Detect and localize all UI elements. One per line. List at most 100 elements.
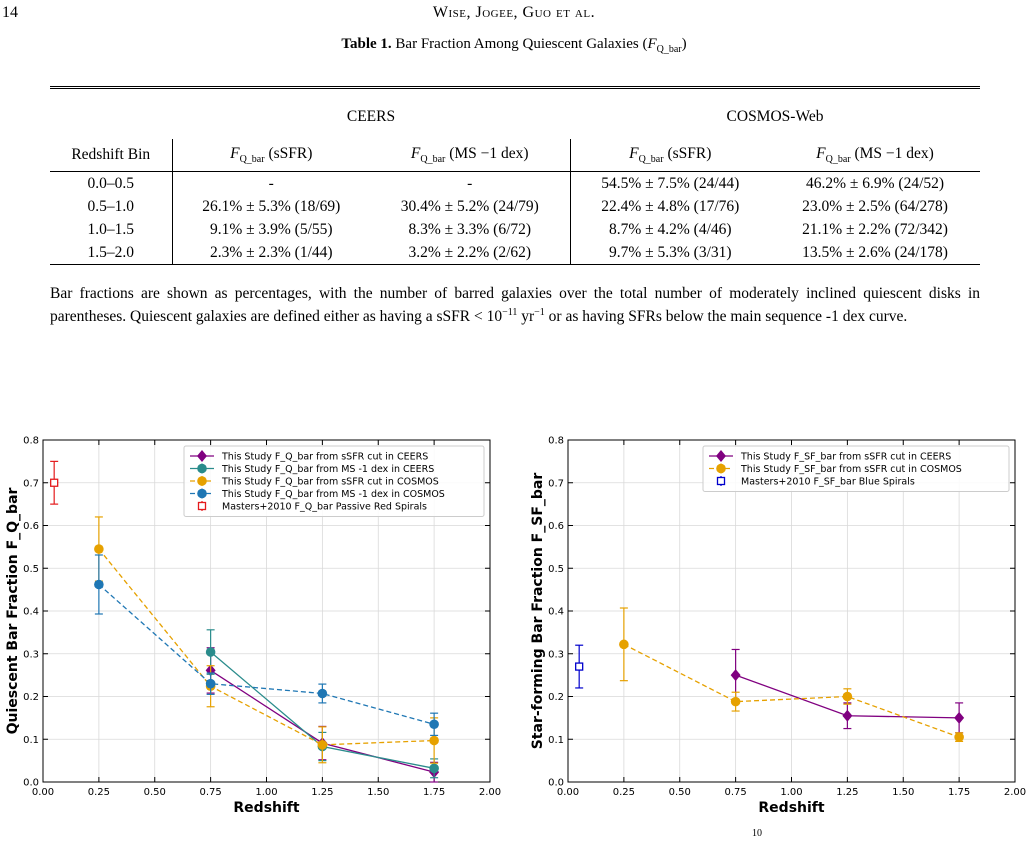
series-line [98,548,435,746]
group-row: CEERS COSMOS-Web [50,88,980,140]
x-axis-label: Redshift [233,800,299,816]
subscript: Q_bar [656,44,682,55]
y-tick-label: 0.5 [548,564,564,575]
y-tick-label: 0.6 [548,521,564,532]
note-text: Bar fractions are shown as percentages, … [50,285,980,326]
table-row: 1.0–1.5 9.1% ± 3.9% (5/55) 8.3% ± 3.3% (6/… [50,218,980,241]
subscript: Q_bar [825,154,851,166]
group-header: COSMOS-Web [726,108,824,125]
x-axis-label: Redshift [758,800,824,816]
x-tick-label: 0.25 [88,787,110,798]
table-cell: 54.5% ± 7.5% (24/44) [569,171,770,195]
table-label: Table 1. [341,36,392,52]
table-row: 1.5–2.0 2.3% ± 2.3% (1/44) 3.2% ± 2.2% (2/… [50,241,980,265]
marker [317,740,328,750]
table-note: Bar fractions are shown as percentages, … [50,284,980,326]
legend-label: Masters+2010 F_SF_bar Blue Spirals [741,477,915,488]
x-tick-label: 0.75 [199,787,221,798]
column-header: Redshift Bin [50,139,172,172]
marker [730,696,741,707]
marker [842,691,853,702]
y-tick-label: 0.2 [548,692,564,703]
marker [50,478,59,487]
footer-fragment: 10 [752,828,762,839]
y-tick-label: 0.0 [548,778,564,789]
y-tick-label: 0.8 [548,436,564,447]
marker [716,476,726,486]
marker [429,763,439,774]
symbol: F [816,144,826,162]
y-tick-label: 0.4 [23,607,39,618]
table-cell: 23.0% ± 2.5% (64/278) [802,197,948,215]
y-tick-label: 0.4 [548,607,564,618]
marker [619,639,629,650]
column-header-text: (MS −1 dex) [854,144,934,162]
symbol: F [410,144,421,162]
y-tick-label: 0.1 [548,735,564,746]
series-line [98,584,435,725]
marker [197,488,207,499]
x-tick-label: 1.00 [255,787,277,798]
table-cell: 9.1% ± 3.9% (5/55) [171,218,370,241]
series-line [623,643,960,738]
y-tick-label: 0.3 [548,649,564,660]
marker [575,662,584,671]
legend-label: This Study F_SF_bar from sSFR cut in COS… [740,464,962,475]
legend-label: This Study F_Q_bar from sSFR cut in COSM… [221,477,439,488]
x-tick-label: 1.25 [836,787,858,798]
subscript: Q_bar [420,154,446,166]
page-number: 14 [2,4,18,21]
marker [205,647,216,657]
table-title-end: ) [681,36,687,52]
table-cell: 13.5% ± 2.6% (24/178) [770,241,980,265]
column-header: FQ_bar (MS −1 dex) [770,139,980,172]
legend-box [183,445,485,517]
marker [197,463,207,474]
table-cell: 9.7% ± 5.3% (3/31) [569,241,770,265]
marker [716,463,726,474]
superscript: −11 [502,307,518,318]
table-cell: 2.3% ± 2.3% (1/44) [171,241,370,265]
x-tick-label: 2.00 [479,787,501,798]
y-tick-label: 0.0 [23,778,39,789]
x-tick-label: 0.75 [724,787,746,798]
subscript: Q_bar [638,154,664,166]
running-head: Wise, Jogee, Guo et al. [432,4,596,21]
x-tick-label: 0.50 [669,787,691,798]
x-tick-label: 0.00 [557,787,579,798]
table-row: 0.5–1.0 26.1% ± 5.3% (18/69) 30.4% ± 5.2% … [50,195,980,218]
note-text: or as having SFRs below the main sequenc… [544,308,908,326]
symbol: F [230,144,240,162]
superscript: −1 [534,307,545,318]
group-header: CEERS [346,108,396,125]
x-tick-label: 1.50 [892,787,914,798]
table-cell: 3.2% ± 2.2% (2/62) [370,241,570,265]
table-cell: - [467,174,473,192]
column-header-text: (sSFR) [268,144,313,162]
legend-label: This Study F_SF_bar from sSFR cut in CEE… [740,452,951,463]
table-cell: - [171,171,370,195]
symbol: F [647,36,657,52]
table-row: 0.0–0.5 - - 54.5% ± 7.5% (24/44) 46.2% ± 6.9… [50,171,980,195]
plot-frame [42,439,491,783]
column-header-text: (sSFR) [667,144,712,162]
legend-label: This Study F_Q_bar from MS -1 dex in CEE… [221,464,434,475]
x-tick-label: 1.25 [311,787,333,798]
marker [429,735,439,746]
table-cell: 0.5–1.0 [87,197,135,215]
y-tick-label: 0.8 [23,436,39,447]
marker [205,678,216,689]
y-tick-label: 0.6 [23,521,39,532]
y-axis-label: Quiescent Bar Fraction F_Q_bar [5,487,21,734]
x-tick-label: 1.00 [780,787,802,798]
x-tick-label: 1.50 [367,787,389,798]
marker [197,476,207,486]
x-tick-label: 0.50 [144,787,166,798]
marker [94,544,104,554]
marker [317,688,328,699]
column-header: FQ_bar (sSFR) [171,139,370,172]
table-cell: 0.0–0.5 [87,174,135,192]
marker [842,709,853,722]
table-title: Bar Fraction Among Quiescent Galaxies ( [395,36,648,52]
